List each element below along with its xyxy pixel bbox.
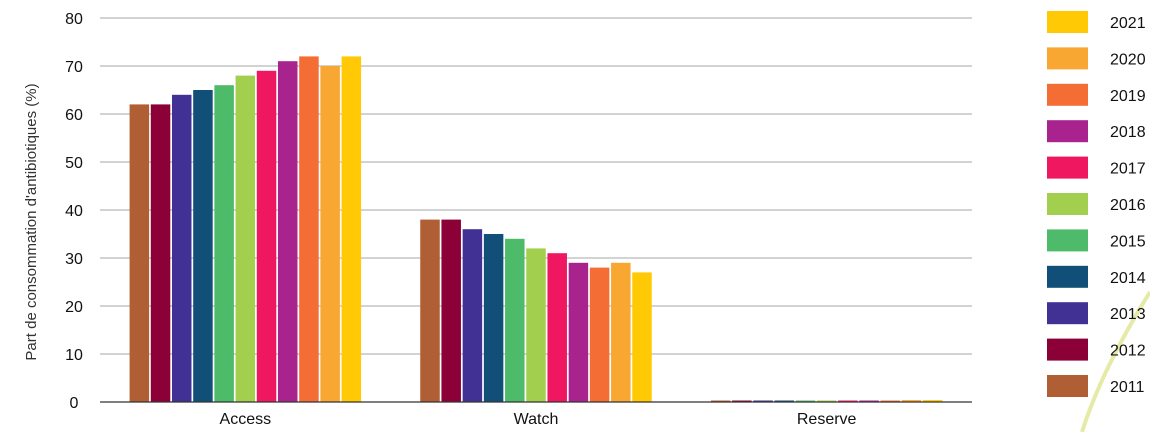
bar-access-2011 [129, 104, 150, 403]
legend-swatch [1047, 47, 1088, 70]
legend-swatch [1047, 302, 1088, 325]
legend-label: 2011 [1110, 379, 1145, 396]
bar-watch-2019 [589, 267, 610, 402]
legend-swatch [1047, 229, 1088, 252]
bar-reserve-2020 [901, 400, 922, 402]
bar-watch-2017 [547, 253, 567, 402]
bar-reserve-2013 [753, 400, 773, 402]
bar-watch-2015 [505, 238, 525, 402]
legend-label: 2014 [1110, 270, 1146, 287]
y-tick-label: 50 [65, 155, 83, 172]
y-tick-label: 10 [65, 347, 83, 364]
bar-watch-2011 [420, 219, 440, 402]
legend-swatch [1047, 338, 1088, 361]
legend-swatch [1047, 193, 1088, 215]
bar-reserve-2018 [859, 400, 879, 402]
bar-access-2014 [193, 90, 213, 402]
legend-label: 2017 [1110, 161, 1146, 178]
bar-access-2020 [320, 66, 340, 402]
bar-reserve-2021 [922, 400, 943, 402]
bar-reserve-2014 [774, 400, 795, 402]
legend-item-2019: 2019 [1047, 83, 1146, 106]
legend-label: 2015 [1110, 233, 1146, 250]
y-tick-label: 0 [70, 395, 79, 412]
y-tick-label: 80 [65, 11, 83, 28]
x-category-label: Watch [514, 411, 559, 428]
bar-watch-2016 [526, 248, 546, 402]
bar-watch-2020 [611, 262, 631, 402]
legend-item-2011: 2011 [1047, 375, 1145, 397]
legend-item-2017: 2017 [1047, 156, 1146, 179]
bar-access-2015 [214, 85, 234, 402]
legend-label: 2021 [1110, 15, 1146, 32]
bar-reserve-2019 [880, 400, 901, 402]
bar-reserve-2016 [816, 400, 837, 402]
y-tick-label: 40 [65, 203, 83, 220]
x-axis-categories: Access Watch Reserve [220, 411, 857, 428]
legend-label: 2020 [1110, 51, 1146, 68]
bar-access-2017 [256, 70, 277, 403]
legend-item-2012: 2012 [1047, 338, 1146, 361]
y-tick-label: 70 [65, 59, 83, 76]
y-axis-label: Part de consommation d'antibiotiques (%) [23, 83, 40, 360]
bar-watch-2014 [483, 234, 504, 402]
legend-swatch [1047, 375, 1088, 397]
y-axis-ticks: 0 10 20 30 40 50 60 70 80 [65, 11, 83, 412]
bars [129, 56, 943, 403]
bar-reserve-2017 [838, 400, 858, 402]
bar-access-2019 [299, 56, 319, 403]
legend-label: 2018 [1110, 124, 1146, 141]
decorative-curve [1080, 290, 1150, 432]
x-category-label: Access [220, 411, 272, 428]
legend-item-2014: 2014 [1047, 265, 1146, 288]
legend-label: 2012 [1110, 343, 1146, 360]
legend-label: 2013 [1110, 306, 1146, 323]
legend-swatch [1047, 156, 1088, 179]
bar-watch-2018 [568, 262, 589, 402]
y-tick-label: 30 [65, 251, 83, 268]
legend-item-2020: 2020 [1047, 47, 1146, 70]
legend: 2021 2020 2019 2018 2017 2016 2015 2014 2013 2012… [1047, 11, 1146, 397]
bar-watch-2021 [632, 272, 652, 402]
legend-item-2013: 2013 [1047, 302, 1146, 325]
legend-swatch [1047, 83, 1088, 106]
legend-swatch [1047, 11, 1088, 33]
legend-item-2021: 2021 [1047, 11, 1146, 33]
legend-item-2018: 2018 [1047, 120, 1146, 143]
bar-watch-2013 [462, 229, 483, 402]
bar-reserve-2012 [732, 400, 752, 402]
bar-access-2021 [341, 56, 362, 403]
bar-reserve-2011 [710, 400, 731, 402]
x-category-label: Reserve [797, 411, 857, 428]
bar-access-2012 [150, 104, 171, 403]
bar-access-2016 [235, 75, 256, 402]
legend-swatch [1047, 265, 1088, 288]
legend-label: 2016 [1110, 197, 1146, 214]
bar-access-2013 [171, 94, 192, 403]
bar-watch-2012 [441, 219, 461, 402]
y-tick-label: 60 [65, 107, 83, 124]
legend-label: 2019 [1110, 88, 1146, 105]
y-tick-label: 20 [65, 299, 83, 316]
bar-reserve-2015 [795, 400, 816, 402]
legend-swatch [1047, 120, 1088, 143]
legend-item-2015: 2015 [1047, 229, 1146, 252]
legend-item-2016: 2016 [1047, 193, 1146, 215]
bar-access-2018 [277, 61, 298, 402]
